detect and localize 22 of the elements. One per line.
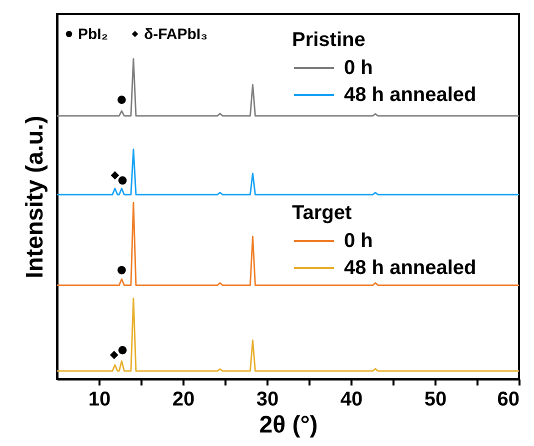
annotation: Target <box>292 202 352 224</box>
point <box>110 350 118 360</box>
point <box>117 96 126 104</box>
point <box>118 176 127 185</box>
x-tick-label: 20 <box>172 388 195 410</box>
x-tick-label: 50 <box>424 388 447 410</box>
y-axis-title: Intensity (a.u.) <box>22 116 48 278</box>
x-tick-label: 60 <box>497 388 520 410</box>
x-axis-title: 2θ (°) <box>259 412 318 438</box>
legend-label: δ-FAPbI₃ <box>144 26 208 43</box>
text: Pristine <box>292 29 366 51</box>
legend-label: 0 h <box>344 230 373 252</box>
legend-label: PbI₂ <box>78 26 108 43</box>
x-tick-label: 40 <box>340 388 363 410</box>
legend-label: 48 h annealed <box>344 257 476 279</box>
x-tick-label: 10 <box>88 388 111 410</box>
legend-label: 0 h <box>344 57 373 79</box>
legend-label: 48 h annealed <box>344 84 476 106</box>
point <box>118 346 127 354</box>
point <box>110 171 120 180</box>
point <box>117 266 126 274</box>
x-tick-label: 30 <box>256 388 279 410</box>
